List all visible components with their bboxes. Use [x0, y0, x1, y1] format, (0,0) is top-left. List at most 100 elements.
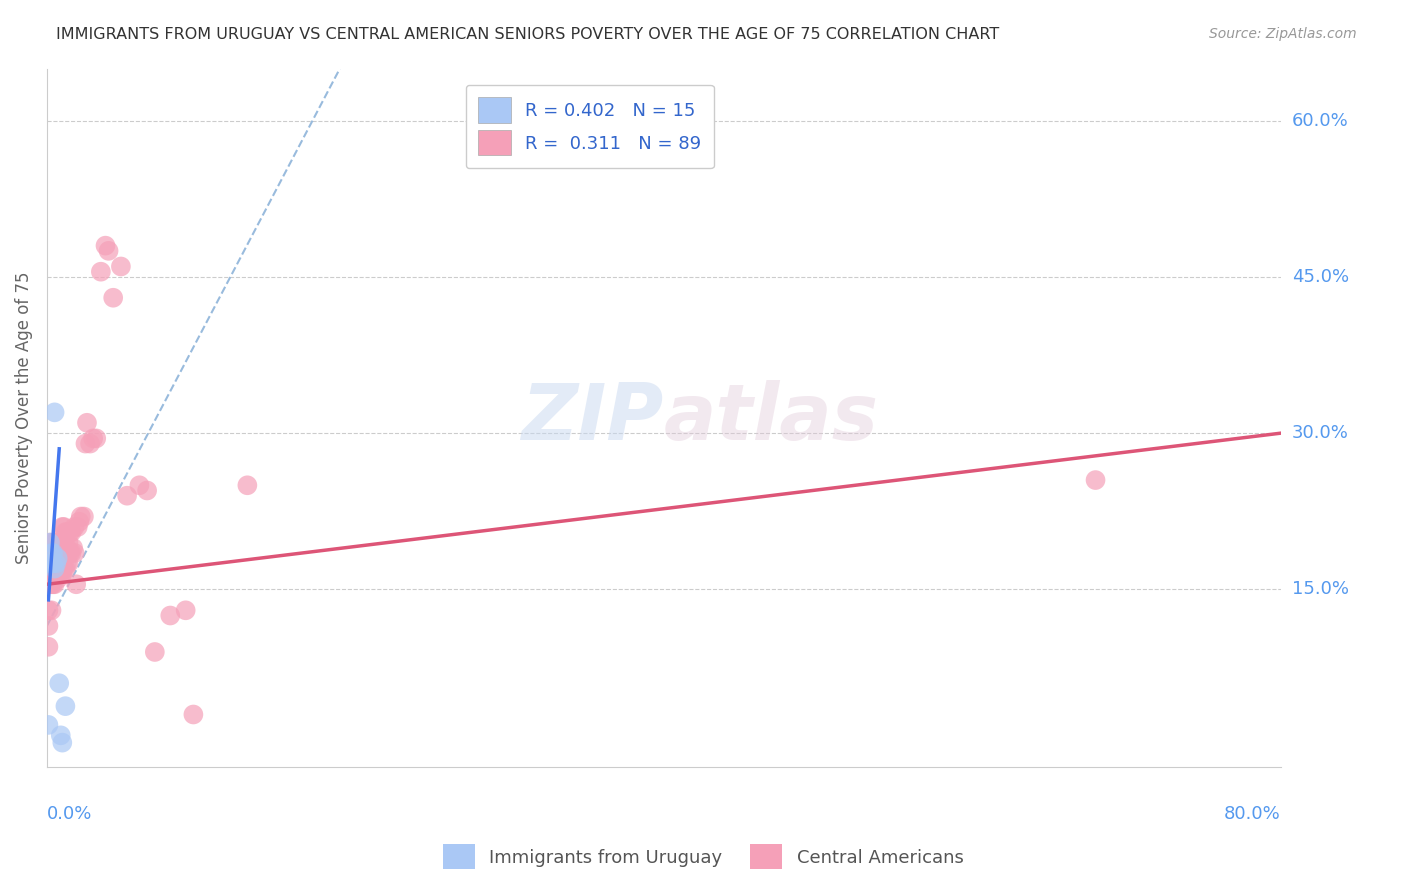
Point [44, 551, 66, 566]
Point [44, 572, 66, 586]
Point [51, 520, 73, 534]
Point [51, 736, 73, 750]
Point [46, 535, 69, 549]
Point [58, 535, 80, 549]
Point [41, 561, 63, 575]
Point [60, 525, 83, 540]
Point [48, 566, 70, 581]
Text: IMMIGRANTS FROM URUGUAY VS CENTRAL AMERICAN SENIORS POVERTY OVER THE AGE OF 75 C: IMMIGRANTS FROM URUGUAY VS CENTRAL AMERI… [56, 27, 1000, 42]
Point [183, 707, 205, 722]
Point [97, 244, 120, 258]
Point [79, 436, 101, 450]
Y-axis label: Seniors Poverty Over the Age of 75: Seniors Poverty Over the Age of 75 [15, 271, 32, 564]
Point [42, 577, 65, 591]
Point [44, 405, 66, 419]
Point [49, 566, 72, 581]
Point [56, 557, 79, 571]
Point [84, 431, 107, 445]
Text: 0.0%: 0.0% [46, 805, 93, 823]
Point [44, 535, 66, 549]
Point [39, 557, 62, 571]
Point [103, 291, 125, 305]
Point [75, 436, 97, 450]
Point [63, 546, 86, 560]
Point [51, 557, 73, 571]
Point [52, 551, 75, 566]
Point [39, 535, 62, 549]
Point [60, 546, 83, 560]
Legend: Immigrants from Uruguay, Central Americans: Immigrants from Uruguay, Central America… [433, 835, 973, 879]
Point [67, 515, 90, 529]
Text: atlas: atlas [664, 380, 879, 456]
Point [39, 557, 62, 571]
Point [39, 535, 62, 549]
Text: 80.0%: 80.0% [1223, 805, 1281, 823]
Text: 30.0%: 30.0% [1292, 425, 1348, 442]
Point [41, 546, 63, 560]
Point [46, 572, 69, 586]
Text: Source: ZipAtlas.com: Source: ZipAtlas.com [1209, 27, 1357, 41]
Point [45, 551, 67, 566]
Point [41, 557, 63, 571]
Point [44, 561, 66, 575]
Text: ZIP: ZIP [522, 380, 664, 456]
Point [41, 577, 63, 591]
Point [41, 551, 63, 566]
Point [55, 546, 77, 560]
Point [39, 557, 62, 571]
Point [1084, 473, 1107, 487]
Point [41, 566, 63, 581]
Point [46, 557, 69, 571]
Point [62, 541, 84, 555]
Point [46, 546, 69, 560]
Point [42, 561, 65, 575]
Point [59, 525, 82, 540]
Point [45, 561, 67, 575]
Point [45, 557, 67, 571]
Point [63, 520, 86, 534]
Point [59, 546, 82, 560]
Point [110, 260, 132, 274]
Point [51, 566, 73, 581]
Point [66, 520, 89, 534]
Text: 60.0%: 60.0% [1292, 112, 1348, 129]
Point [41, 603, 63, 617]
Point [56, 525, 79, 540]
Text: 45.0%: 45.0% [1292, 268, 1348, 286]
Point [42, 557, 65, 571]
Point [58, 557, 80, 571]
Point [49, 535, 72, 549]
Point [41, 546, 63, 560]
Point [52, 561, 75, 575]
Point [37, 603, 59, 617]
Point [174, 603, 197, 617]
Point [42, 546, 65, 560]
Point [37, 718, 59, 732]
Point [49, 728, 72, 742]
Point [49, 551, 72, 566]
Point [55, 525, 77, 540]
Text: 15.0%: 15.0% [1292, 581, 1348, 599]
Point [45, 566, 67, 581]
Point [55, 561, 77, 575]
Point [45, 541, 67, 555]
Point [46, 551, 69, 566]
Point [52, 520, 75, 534]
Point [42, 546, 65, 560]
Point [39, 572, 62, 586]
Point [115, 489, 138, 503]
Point [69, 509, 91, 524]
Point [236, 478, 259, 492]
Point [42, 535, 65, 549]
Point [44, 577, 66, 591]
Point [65, 577, 87, 591]
Point [48, 546, 70, 560]
Point [48, 557, 70, 571]
Point [52, 535, 75, 549]
Point [44, 546, 66, 560]
Point [37, 640, 59, 654]
Point [48, 676, 70, 690]
Point [136, 483, 159, 498]
Point [48, 535, 70, 549]
Point [82, 431, 104, 445]
